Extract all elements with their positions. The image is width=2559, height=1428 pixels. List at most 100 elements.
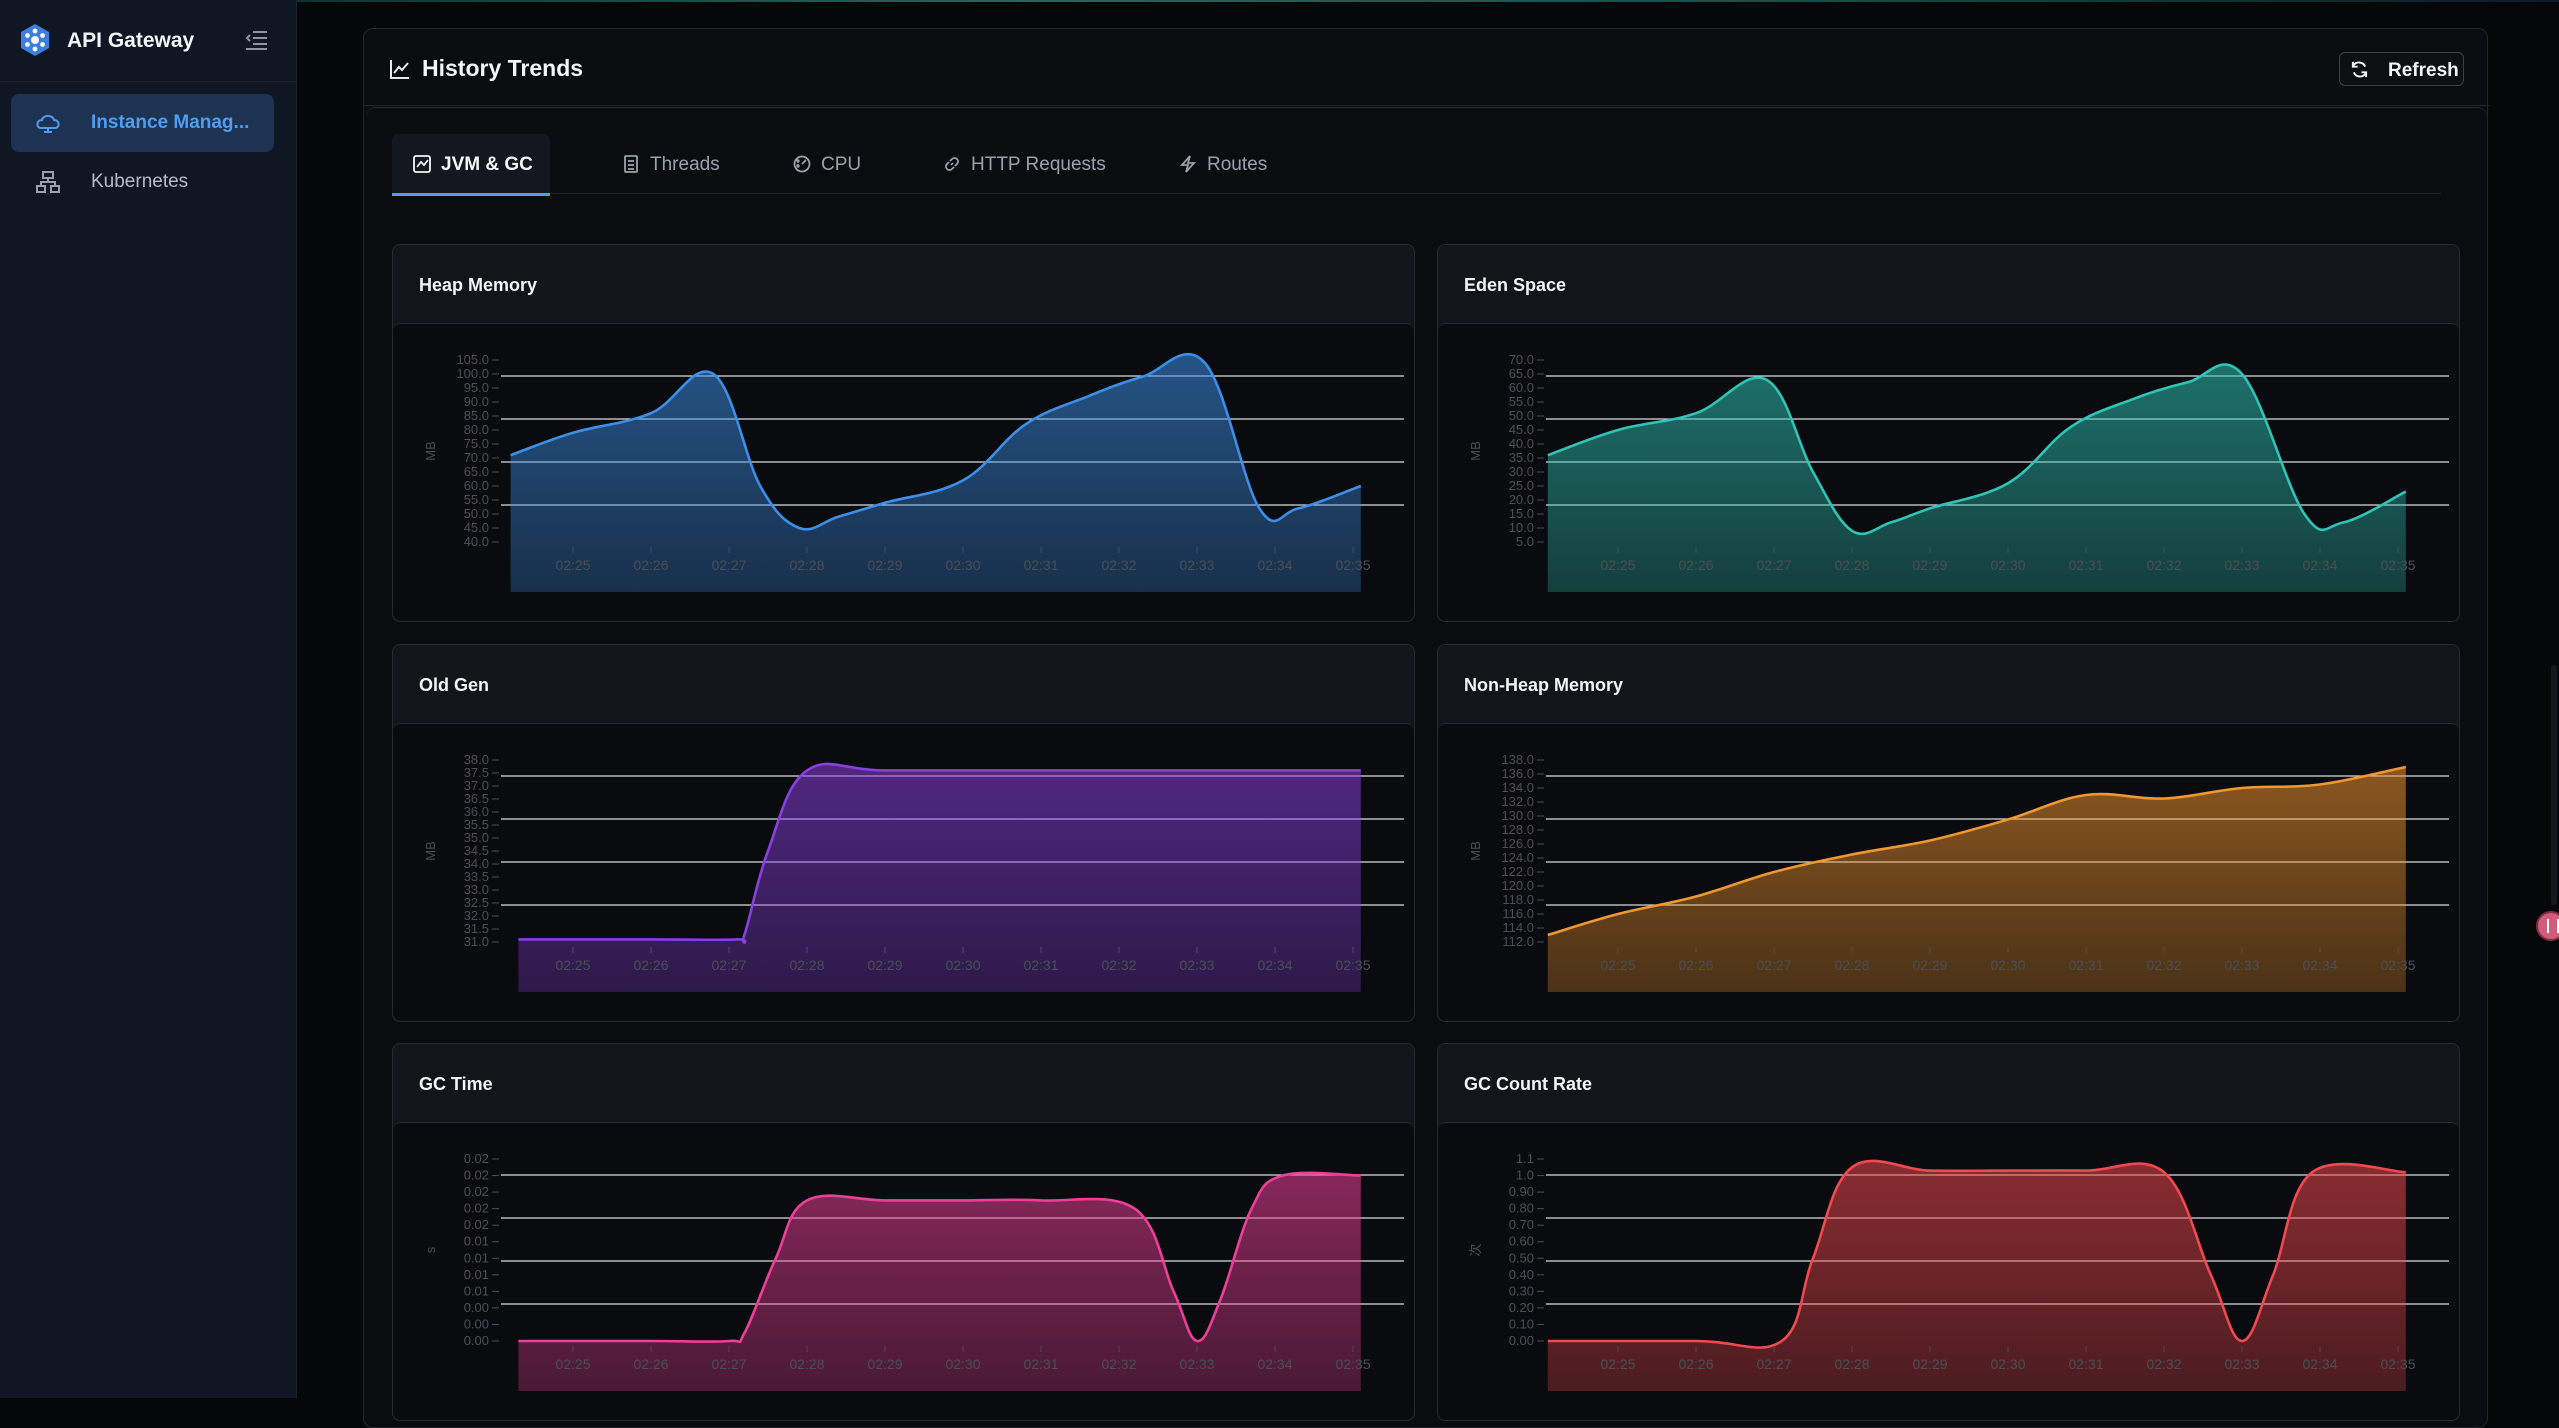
y-tick-label: 65.0 <box>1509 366 1534 381</box>
y-tick-label: 36.5 <box>464 791 489 806</box>
y-tick-label: 35.5 <box>464 817 489 832</box>
floating-action-button[interactable] <box>2536 911 2559 941</box>
y-tick-label: 35.0 <box>1509 450 1534 465</box>
y-tick-label: 45.0 <box>1509 422 1534 437</box>
y-tick-label: 85.0 <box>464 408 489 423</box>
x-tick-label: 02:33 <box>2224 1356 2259 1372</box>
x-tick-label: 02:28 <box>789 557 824 573</box>
x-tick-label: 02:35 <box>1335 957 1370 973</box>
x-tick-label: 02:29 <box>1912 557 1947 573</box>
y-tick-label: 0.02 <box>464 1168 489 1183</box>
y-axis-label: MB <box>423 841 438 861</box>
y-tick-label: 134.0 <box>1501 780 1534 795</box>
y-tick-label: 37.0 <box>464 778 489 793</box>
x-axis: 02:25 02:26 02:27 02:28 02:29 02:30 02:31 02:32… <box>555 947 1371 973</box>
sidebar-item-kubernetes[interactable]: Kubernetes <box>11 153 274 211</box>
x-tick-label: 02:28 <box>1834 957 1869 973</box>
x-tick-label: 02:34 <box>2302 557 2337 573</box>
tab-routes[interactable]: Routes <box>1158 134 1278 194</box>
y-tick-label: 70.0 <box>464 450 489 465</box>
y-tick-label: 130.0 <box>1501 808 1534 823</box>
x-tick-label: 02:35 <box>2380 1356 2415 1372</box>
x-tick-label: 02:27 <box>1756 957 1791 973</box>
y-tick-label: 25.0 <box>1509 478 1534 493</box>
y-tick-label: 112.0 <box>1502 934 1534 949</box>
tab-jvm-gc[interactable]: JVM & GC <box>392 134 550 196</box>
x-tick-label: 02:26 <box>633 1356 668 1372</box>
y-tick-label: 0.30 <box>1509 1283 1534 1298</box>
x-tick-label: 02:30 <box>1990 957 2025 973</box>
x-tick-label: 02:27 <box>711 1356 746 1372</box>
refresh-button[interactable]: Refresh <box>2339 52 2464 86</box>
tab-label: JVM & GC <box>441 154 533 175</box>
gc-count-rate-chart: 0.00 0.100.20 0.300.40 0.500.60 0.700.80 0.90… <box>1468 1151 2449 1391</box>
y-tick-label: 35.0 <box>464 830 489 845</box>
y-tick-label: 0.40 <box>1509 1267 1534 1282</box>
sidebar-item-instance-management[interactable]: Instance Manag... <box>11 94 274 152</box>
x-tick-label: 02:35 <box>1335 1356 1370 1372</box>
y-tick-label: 45.0 <box>464 520 489 535</box>
y-axis: 40.045.050.055.060.065.070.075.080.085.0… <box>456 352 499 549</box>
top-accent-line <box>0 0 2559 2</box>
refresh-icon <box>2351 61 2368 78</box>
y-tick-label: 30.0 <box>1509 464 1534 479</box>
brand-title: API Gateway <box>67 29 195 52</box>
y-tick-label: 0.02 <box>464 1151 489 1166</box>
y-axis: 31.031.532.032.533.033.534.034.535.035.5… <box>464 752 499 949</box>
y-tick-label: 40.0 <box>1509 436 1534 451</box>
page-scrollbar[interactable] <box>2551 665 2557 905</box>
x-tick-label: 02:31 <box>2068 1356 2103 1372</box>
y-tick-label: 105.0 <box>456 352 489 367</box>
y-tick-label: 100.0 <box>456 366 489 381</box>
x-tick-label: 02:33 <box>1179 957 1214 973</box>
y-tick-label: 80.0 <box>464 422 489 437</box>
x-tick-label: 02:25 <box>1600 1356 1635 1372</box>
x-tick-label: 02:25 <box>1600 557 1635 573</box>
cluster-icon <box>36 171 60 193</box>
chart-icon <box>413 155 431 173</box>
sidebar: API Gateway Instance Manag... Kubernetes <box>0 0 297 1398</box>
chart-card-non-heap-memory: Non-Heap Memory 112.0 114.0 116.0 118.0 120.… <box>1437 644 2460 1022</box>
y-tick-label: 0.01 <box>464 1283 489 1298</box>
chart-area: 112.0 114.0 116.0 118.0 120.0 122.0 124.0 126.0… <box>1438 723 2459 1021</box>
collapse-menu-icon[interactable] <box>244 28 270 52</box>
tab-threads[interactable]: Threads <box>601 134 731 194</box>
x-tick-label: 02:27 <box>1756 1356 1791 1372</box>
series-line <box>1547 1159 2406 1349</box>
y-axis: 112.0114.0116.0118.0120.0122.0124.0126.0… <box>1501 752 1544 949</box>
y-tick-label: 128.0 <box>1501 822 1534 837</box>
y-tick-label: 0.70 <box>1509 1217 1534 1232</box>
x-tick-label: 02:25 <box>555 557 590 573</box>
x-tick-label: 02:28 <box>1834 557 1869 573</box>
chart-title: Eden Space <box>1464 275 1567 295</box>
x-tick-label: 02:30 <box>945 557 980 573</box>
refresh-label: Refresh <box>2388 60 2459 81</box>
y-axis-label: s <box>423 1246 438 1253</box>
chart-card-heap-memory: Heap Memory 40.0 45.0 50.0 55.0 60.0 65.0 70.0… <box>392 244 1415 622</box>
x-tick-label: 02:31 <box>1023 1356 1058 1372</box>
y-tick-label: 114.0 <box>1502 920 1534 935</box>
y-tick-label: 138.0 <box>1501 752 1534 767</box>
x-tick-label: 02:28 <box>789 957 824 973</box>
gc-time-chart: 0.000.000.000.010.010.010.010.020.020.02… <box>423 1151 1404 1391</box>
brand-header: API Gateway <box>0 0 297 82</box>
bolt-icon <box>1179 155 1197 173</box>
tab-label: HTTP Requests <box>971 154 1106 175</box>
x-tick-label: 02:26 <box>633 557 668 573</box>
y-tick-label: 10.0 <box>1509 520 1534 535</box>
line-chart-icon <box>390 60 409 79</box>
y-tick-label: 50.0 <box>464 506 489 521</box>
y-tick-label: 60.0 <box>464 478 489 493</box>
y-tick-label: 0.01 <box>464 1250 489 1265</box>
tab-container: JVM & GC Threads CPU HTTP Requests <box>366 107 2487 1427</box>
y-tick-label: 32.0 <box>464 908 489 923</box>
y-tick-label: 126.0 <box>1501 836 1534 851</box>
x-tick-label: 02:27 <box>711 957 746 973</box>
non-heap-memory-chart: 112.0114.0116.0118.0120.0122.0124.0126.0… <box>1468 752 2449 992</box>
y-tick-label: 124.0 <box>1501 850 1534 865</box>
tab-cpu[interactable]: CPU <box>772 134 882 194</box>
chart-title: Heap Memory <box>419 275 538 295</box>
tab-http-requests[interactable]: HTTP Requests <box>922 134 1112 194</box>
y-axis-label: 次 <box>1468 1243 1483 1256</box>
y-tick-label: 0.00 <box>1509 1333 1534 1348</box>
